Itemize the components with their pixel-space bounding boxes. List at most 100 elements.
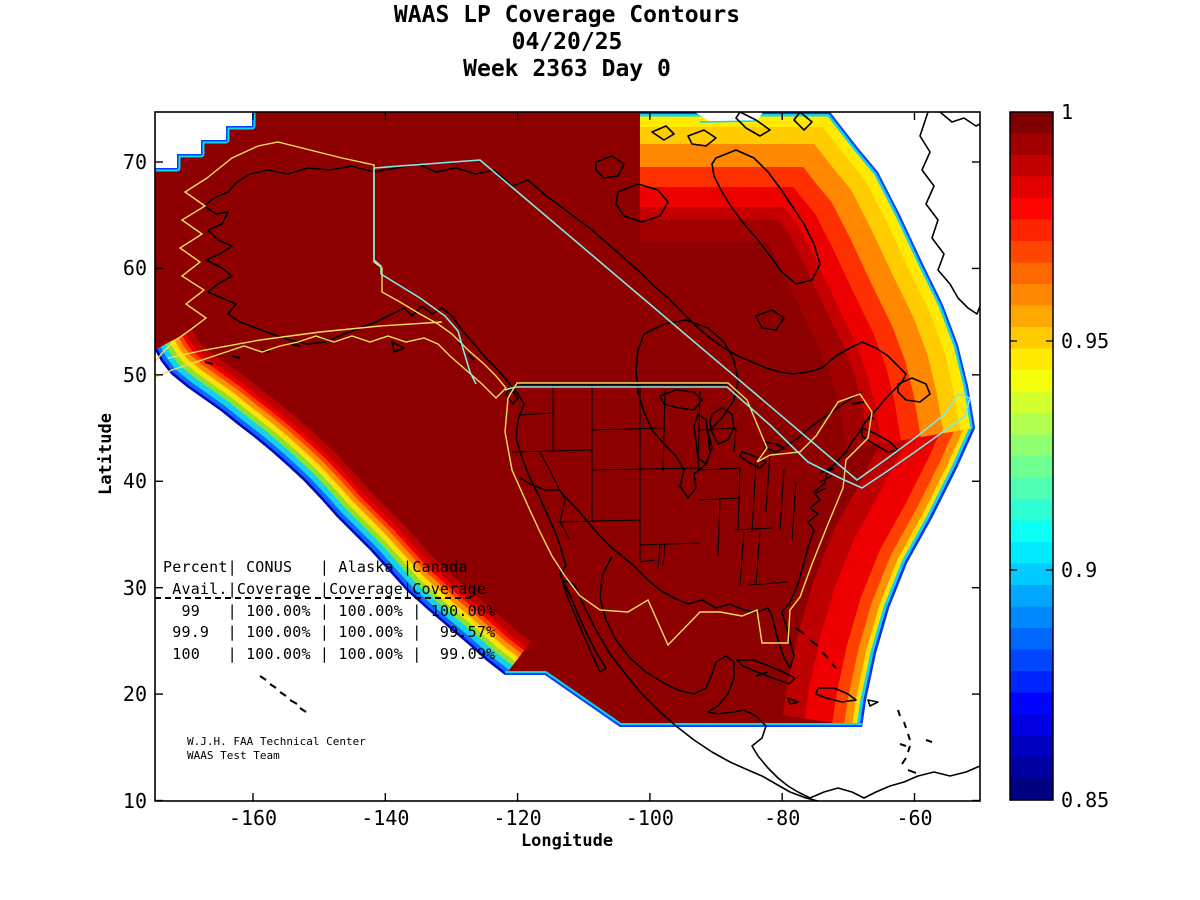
colorbar-band [1010, 176, 1053, 199]
small-island [809, 639, 819, 647]
island-outline [736, 659, 796, 685]
island-outline [861, 427, 899, 453]
colorbar-band [1010, 520, 1053, 543]
coastline [809, 765, 980, 799]
small-island [907, 769, 917, 774]
colorbar-band [1010, 649, 1053, 672]
small-island [231, 355, 241, 359]
colorbar-band [1010, 585, 1053, 608]
coastline [785, 391, 863, 447]
colorbar-band [1010, 714, 1053, 737]
state-line [734, 527, 773, 531]
colorbar-border [1009, 111, 1054, 801]
island-outline [793, 112, 813, 131]
small-island [851, 401, 865, 405]
small-island [821, 651, 829, 659]
state-line [697, 389, 701, 473]
colorbar-tick-label: 0.95 [1061, 329, 1110, 353]
island-outline [693, 413, 711, 465]
small-island [755, 671, 769, 677]
colorbar-band [1010, 284, 1053, 307]
colorbar-band [1010, 370, 1053, 393]
state-line [755, 531, 761, 585]
credit-line-2: WAAS Test Team [187, 749, 280, 762]
island-outline [711, 149, 821, 285]
small-island [467, 353, 475, 361]
state-line [591, 467, 701, 471]
northeast-fringe [640, 112, 975, 429]
stats-table-separator [155, 597, 471, 599]
map-area [155, 112, 980, 801]
island-outline [595, 155, 625, 179]
small-island [819, 468, 835, 473]
y-tick-label: 50 [122, 362, 147, 387]
x-tick-label: -160 [228, 806, 278, 830]
island-outline [635, 319, 739, 499]
conus-service-boundary [504, 382, 873, 647]
colorbar-band [1010, 391, 1053, 414]
canada-service-boundary [373, 159, 971, 489]
island-outline [615, 183, 669, 223]
plot-week-day: Week 2363 Day 0 [463, 56, 671, 82]
coastline [599, 555, 811, 799]
colorbar-band [1010, 735, 1053, 758]
northwest-steps-line [155, 112, 254, 170]
small-island [897, 709, 901, 717]
canada-service-boundary [373, 168, 477, 385]
state-line [699, 467, 741, 471]
stats-table-header-2: Avail.|Coverage |Coverage|Coverage [163, 580, 487, 598]
y-tick-label: 60 [122, 256, 147, 281]
small-island [899, 743, 907, 747]
colorbar-band [1010, 563, 1053, 586]
x-tick-label: -80 [764, 806, 801, 830]
colorbar-band [1010, 413, 1053, 436]
south-edge-line [505, 673, 862, 727]
state-line [717, 499, 721, 557]
coverage-region [155, 112, 975, 727]
stats-table-row-99-9: 99.9 | 100.00% | 100.00% | 99.57% [163, 623, 496, 641]
state-line [825, 463, 837, 471]
island-outline [787, 697, 799, 705]
small-island [279, 691, 287, 697]
coastline [919, 112, 980, 315]
y-axis-label: Latitude [96, 413, 116, 495]
state-line [737, 467, 741, 531]
state-line [539, 451, 566, 501]
x-tick-label: -60 [896, 806, 933, 830]
colorbar-band [1010, 757, 1053, 780]
colorbar-band [1010, 305, 1053, 328]
x-tick-label: -100 [625, 806, 674, 830]
island-outline [739, 451, 767, 469]
state-line [639, 559, 656, 563]
southwest-fringe [155, 348, 507, 677]
small-island [259, 675, 267, 681]
coastline [939, 112, 980, 127]
state-line [819, 475, 833, 483]
colorbar-band [1010, 671, 1053, 694]
state-line [511, 449, 593, 453]
plot-border [154, 111, 981, 802]
small-island [831, 663, 837, 669]
colorbar-band [1010, 456, 1053, 479]
island-outline [651, 125, 675, 141]
state-line [662, 542, 666, 566]
y-tick-label: 40 [122, 469, 147, 494]
stats-table-row-99: 99 | 100.00% | 100.00% | 100.00% [163, 602, 496, 620]
state-line [657, 544, 661, 569]
colorbar-band [1010, 155, 1053, 178]
colorbar-band [1010, 499, 1053, 522]
small-island [901, 757, 907, 765]
small-island [907, 733, 911, 741]
colorbar-band [1010, 241, 1053, 264]
colorbar [1009, 111, 1054, 801]
colorbar-band [1010, 542, 1053, 565]
colorbar-band [1010, 477, 1053, 500]
small-island [795, 627, 805, 635]
state-line [765, 451, 771, 513]
island-outline [709, 407, 735, 445]
colorbar-tick-label: 1 [1061, 100, 1074, 124]
small-island [903, 721, 907, 729]
coastline [559, 573, 819, 801]
